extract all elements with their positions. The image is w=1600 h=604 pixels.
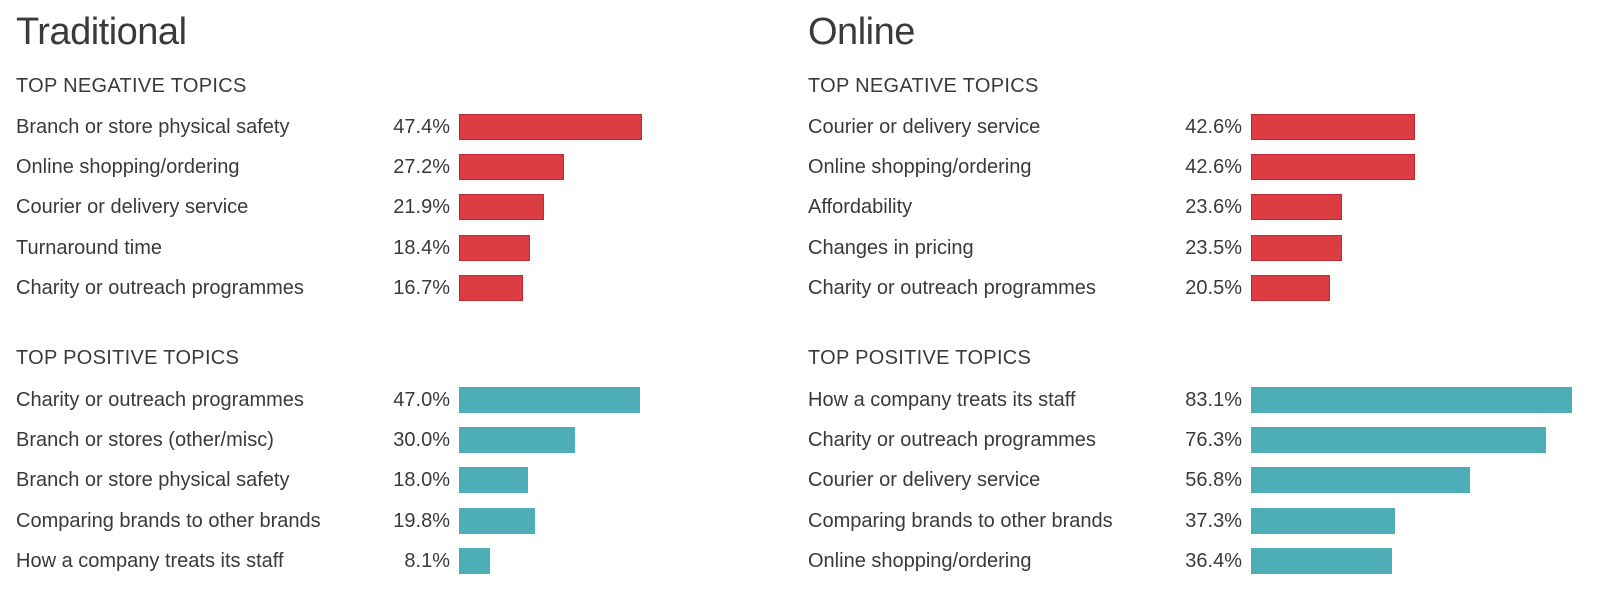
topic-row: Charity or outreach programmes 16.7% bbox=[16, 275, 796, 301]
topic-label: Charity or outreach programmes bbox=[808, 429, 1096, 451]
topic-label: Online shopping/ordering bbox=[808, 550, 1032, 572]
negative-bar bbox=[459, 154, 564, 180]
topic-label: Branch or stores (other/misc) bbox=[16, 429, 274, 451]
topic-row: Branch or store physical safety 18.0% bbox=[16, 467, 796, 493]
topic-label: How a company treats its staff bbox=[808, 389, 1076, 411]
negative-bar bbox=[459, 275, 523, 301]
topic-row: Turnaround time 18.4% bbox=[16, 235, 796, 261]
topic-row: How a company treats its staff 83.1% bbox=[808, 387, 1588, 413]
positive-bar bbox=[1251, 548, 1392, 574]
topic-value-label: 56.8% bbox=[1185, 469, 1242, 491]
topic-row: Charity or outreach programmes 76.3% bbox=[808, 427, 1588, 453]
topic-label: Charity or outreach programmes bbox=[16, 389, 304, 411]
topic-label: Comparing brands to other brands bbox=[808, 510, 1113, 532]
topic-value-label: 8.1% bbox=[404, 550, 450, 572]
negative-bar bbox=[459, 235, 530, 261]
topic-label: Courier or delivery service bbox=[808, 469, 1041, 491]
positive-bar bbox=[1251, 467, 1470, 493]
topic-row: How a company treats its staff 8.1% bbox=[16, 548, 796, 574]
topic-value-label: 30.0% bbox=[393, 429, 450, 451]
topic-value-label: 19.8% bbox=[393, 510, 450, 532]
positive-bar bbox=[1251, 387, 1572, 413]
topic-row: Charity or outreach programmes 20.5% bbox=[808, 275, 1588, 301]
topic-row: Changes in pricing 23.5% bbox=[808, 235, 1588, 261]
topic-row: Courier or delivery service 56.8% bbox=[808, 467, 1588, 493]
topic-label: Courier or delivery service bbox=[808, 116, 1041, 138]
topic-label: Comparing brands to other brands bbox=[16, 510, 321, 532]
topic-value-label: 18.4% bbox=[393, 237, 450, 259]
section-heading: TOP NEGATIVE TOPICS bbox=[808, 75, 1039, 97]
topic-label: Branch or store physical safety bbox=[16, 116, 290, 138]
topic-row: Courier or delivery service 42.6% bbox=[808, 114, 1588, 140]
topic-value-label: 18.0% bbox=[393, 469, 450, 491]
topic-row: Branch or store physical safety 47.4% bbox=[16, 114, 796, 140]
positive-bar bbox=[459, 427, 575, 453]
positive-bar bbox=[1251, 427, 1546, 453]
positive-bar bbox=[1251, 508, 1395, 534]
topic-row: Comparing brands to other brands 37.3% bbox=[808, 508, 1588, 534]
topic-value-label: 27.2% bbox=[393, 156, 450, 178]
panel-title: Online bbox=[808, 11, 915, 53]
topic-label: Charity or outreach programmes bbox=[808, 277, 1096, 299]
topic-value-label: 23.5% bbox=[1185, 237, 1242, 259]
topic-value-label: 21.9% bbox=[393, 196, 450, 218]
topic-value-label: 23.6% bbox=[1185, 196, 1242, 218]
topic-row: Online shopping/ordering 42.6% bbox=[808, 154, 1588, 180]
negative-bar bbox=[1251, 154, 1415, 180]
negative-bar bbox=[1251, 194, 1342, 220]
negative-bar bbox=[1251, 275, 1330, 301]
topic-value-label: 47.0% bbox=[393, 389, 450, 411]
topic-value-label: 20.5% bbox=[1185, 277, 1242, 299]
topic-row: Online shopping/ordering 36.4% bbox=[808, 548, 1588, 574]
topic-label: How a company treats its staff bbox=[16, 550, 284, 572]
topic-label: Affordability bbox=[808, 196, 913, 218]
topic-label: Courier or delivery service bbox=[16, 196, 249, 218]
topic-value-label: 36.4% bbox=[1185, 550, 1242, 572]
chart-panel: Online TOP NEGATIVE TOPICS Courier or deli… bbox=[808, 0, 1588, 604]
section-heading: TOP POSITIVE TOPICS bbox=[808, 347, 1032, 369]
topic-row: Branch or stores (other/misc) 30.0% bbox=[16, 427, 796, 453]
positive-bar bbox=[459, 508, 535, 534]
topic-value-label: 76.3% bbox=[1185, 429, 1242, 451]
topic-value-label: 37.3% bbox=[1185, 510, 1242, 532]
topic-value-label: 83.1% bbox=[1185, 389, 1242, 411]
topic-value-label: 42.6% bbox=[1185, 116, 1242, 138]
topic-value-label: 42.6% bbox=[1185, 156, 1242, 178]
topic-row: Affordability 23.6% bbox=[808, 194, 1588, 220]
topic-label: Online shopping/ordering bbox=[16, 156, 240, 178]
section-heading: TOP NEGATIVE TOPICS bbox=[16, 75, 247, 97]
topic-label: Charity or outreach programmes bbox=[16, 277, 304, 299]
chart-panel: Traditional TOP NEGATIVE TOPICS Branch or … bbox=[16, 0, 796, 604]
section-heading: TOP POSITIVE TOPICS bbox=[16, 347, 240, 369]
topic-value-label: 16.7% bbox=[393, 277, 450, 299]
topic-label: Branch or store physical safety bbox=[16, 469, 290, 491]
topic-row: Comparing brands to other brands 19.8% bbox=[16, 508, 796, 534]
positive-bar bbox=[459, 387, 640, 413]
topic-label: Turnaround time bbox=[16, 237, 162, 259]
topic-row: Courier or delivery service 21.9% bbox=[16, 194, 796, 220]
negative-bar bbox=[459, 194, 544, 220]
topic-row: Charity or outreach programmes 47.0% bbox=[16, 387, 796, 413]
topic-value-label: 47.4% bbox=[393, 116, 450, 138]
panel-title: Traditional bbox=[16, 11, 187, 53]
negative-bar bbox=[1251, 235, 1342, 261]
negative-bar bbox=[459, 114, 642, 140]
topic-label: Online shopping/ordering bbox=[808, 156, 1032, 178]
negative-bar bbox=[1251, 114, 1415, 140]
topic-row: Online shopping/ordering 27.2% bbox=[16, 154, 796, 180]
positive-bar bbox=[459, 467, 528, 493]
positive-bar bbox=[459, 548, 490, 574]
topic-label: Changes in pricing bbox=[808, 237, 974, 259]
